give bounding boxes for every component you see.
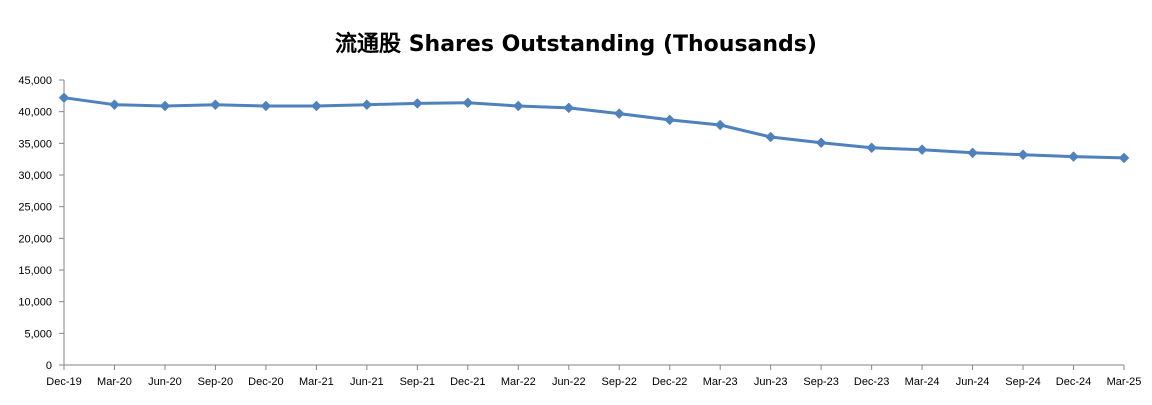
data-point-marker — [916, 144, 928, 156]
data-point-marker — [210, 99, 221, 111]
data-point-marker — [462, 97, 474, 109]
data-point-marker — [765, 131, 777, 143]
data-point-marker — [361, 99, 373, 111]
data-point-marker — [159, 100, 171, 112]
series-line — [63, 96, 1125, 160]
y-tick-label: 10,000 — [18, 297, 52, 309]
y-tick-label: 0 — [46, 360, 52, 372]
x-tick-label: Jun-22 — [552, 376, 586, 388]
x-tick-label: Mar-25 — [1107, 376, 1142, 388]
chart-axes — [63, 80, 1124, 366]
x-tick-label: Mar-23 — [703, 376, 738, 388]
x-tick-label: Jun-20 — [148, 376, 182, 388]
y-tick-label: 15,000 — [18, 265, 52, 277]
x-tick-label: Dec-24 — [1056, 376, 1091, 388]
data-point-marker — [109, 99, 120, 111]
x-tick-label: Mar-21 — [299, 376, 334, 388]
data-point-marker — [967, 147, 978, 159]
data-point-marker — [1017, 149, 1029, 161]
x-tick-label: Dec-19 — [46, 376, 81, 388]
x-axis-ticks: Dec-19 Mar-20 Jun-20 Sep-20 Dec-20 Mar-21 Jun-… — [46, 365, 1141, 388]
y-tick-label: 35,000 — [18, 138, 52, 150]
data-point-marker — [714, 119, 726, 131]
data-point-marker — [1068, 151, 1079, 162]
y-tick-label: 20,000 — [18, 233, 52, 245]
x-tick-label: Sep-24 — [1005, 376, 1040, 388]
data-point-marker — [563, 102, 575, 114]
x-tick-label: Sep-21 — [400, 376, 435, 388]
y-tick-label: 25,000 — [18, 202, 52, 214]
y-tick-label: 30,000 — [18, 170, 52, 182]
x-tick-label: Jun-24 — [956, 376, 990, 388]
data-point-marker — [58, 92, 70, 104]
x-tick-label: Jun-23 — [754, 376, 788, 388]
data-point-marker — [613, 108, 625, 119]
y-tick-label: 45,000 — [18, 75, 52, 87]
y-axis-ticks: 0 5,000 10,000 15,000 20,000 25,000 30,000 35,0… — [18, 75, 64, 372]
chart-title: 流通股 Shares Outstanding (Thousands) — [335, 32, 817, 57]
y-tick-label: 5,000 — [24, 328, 52, 340]
x-tick-label: Mar-24 — [905, 376, 940, 388]
data-point-marker — [1118, 152, 1130, 164]
data-point-marker — [411, 98, 423, 109]
x-tick-label: Dec-21 — [450, 376, 485, 388]
data-point-marker — [512, 100, 524, 112]
data-point-marker — [866, 142, 877, 154]
data-point-marker — [260, 100, 272, 112]
data-point-marker — [311, 100, 322, 112]
x-tick-label: Dec-20 — [248, 376, 283, 388]
data-point-marker — [815, 137, 827, 149]
data-point-marker — [664, 114, 676, 126]
x-tick-label: Mar-20 — [97, 376, 132, 388]
x-tick-label: Dec-22 — [652, 376, 687, 388]
x-tick-label: Jun-21 — [350, 376, 384, 388]
x-tick-label: Sep-20 — [198, 376, 233, 388]
y-tick-label: 40,000 — [18, 107, 52, 119]
series-group — [58, 92, 1130, 164]
x-tick-label: Dec-23 — [854, 376, 889, 388]
x-tick-label: Sep-23 — [803, 376, 838, 388]
x-tick-label: Mar-22 — [501, 376, 536, 388]
x-tick-label: Sep-22 — [601, 376, 636, 388]
